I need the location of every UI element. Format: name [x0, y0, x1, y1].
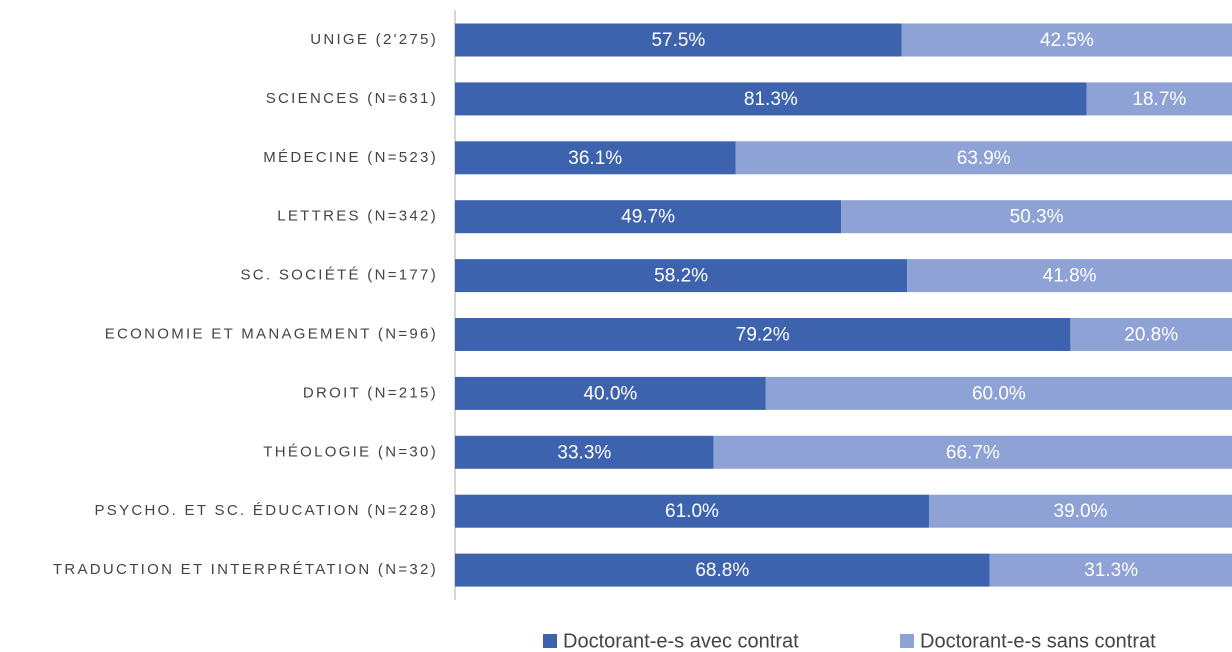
bar-segment [928, 494, 1232, 528]
category-label: MÉDECINE (N=523) [263, 149, 438, 166]
data-label: 58.2% [654, 266, 708, 287]
data-label: 63.9% [957, 148, 1011, 169]
category-label: SC. SOCIÉTÉ (N=177) [241, 267, 439, 284]
category-label: UNIGE (2'275) [310, 31, 438, 48]
category-label: PSYCHO. ET SC. ÉDUCATION (N=228) [94, 502, 438, 519]
bar-segment [1070, 318, 1232, 351]
data-label: 41.8% [1043, 266, 1097, 287]
data-label: 31.3% [1084, 560, 1138, 581]
data-label: 79.2% [736, 325, 790, 346]
data-label: 36.1% [568, 148, 622, 169]
bar-segment [455, 82, 1087, 116]
bar-segment [455, 259, 908, 293]
category-label: DROIT (N=215) [303, 384, 438, 401]
data-label: 42.5% [1040, 30, 1094, 51]
bar-segment [765, 376, 1232, 410]
bar-segment [455, 318, 1071, 351]
data-label: 40.0% [583, 383, 637, 404]
data-label: 50.3% [1010, 207, 1064, 228]
bar-segment [841, 200, 1232, 234]
legend-swatch [543, 634, 557, 648]
bar-segment [455, 494, 929, 528]
legend-label: Doctorant-e-s avec contrat [563, 630, 799, 652]
data-label: 20.8% [1124, 325, 1178, 346]
category-label: ECONOMIE ET MANAGEMENT (N=96) [105, 325, 438, 342]
data-label: 18.7% [1132, 89, 1186, 110]
legend-label: Doctorant-e-s sans contrat [920, 630, 1156, 652]
bar-segment [989, 553, 1232, 587]
bar-segment [455, 23, 902, 57]
bar-segment [455, 435, 714, 469]
bar-segment [1086, 82, 1232, 116]
bar-segment [455, 141, 736, 175]
category-label: SCIENCES (N=631) [266, 90, 438, 107]
bar-segment [907, 259, 1232, 293]
bar-segment [901, 23, 1232, 57]
bar-segment [735, 141, 1232, 175]
data-label: 39.0% [1054, 501, 1108, 522]
bar-segment [713, 435, 1232, 469]
bar-segment [455, 200, 842, 234]
category-label: LETTRES (N=342) [277, 208, 438, 225]
bar-segment [455, 376, 766, 410]
data-label: 61.0% [665, 501, 719, 522]
data-label: 68.8% [695, 560, 749, 581]
data-label: 60.0% [972, 383, 1026, 404]
data-label: 81.3% [744, 89, 798, 110]
category-label: THÉOLOGIE (N=30) [263, 443, 438, 460]
category-label: TRADUCTION ET INTERPRÉTATION (N=32) [53, 561, 438, 578]
legend-swatch [900, 634, 914, 648]
bar-segment [455, 553, 990, 587]
data-label: 49.7% [621, 207, 675, 228]
data-label: 57.5% [651, 30, 705, 51]
data-label: 33.3% [557, 442, 611, 463]
data-label: 66.7% [946, 442, 1000, 463]
